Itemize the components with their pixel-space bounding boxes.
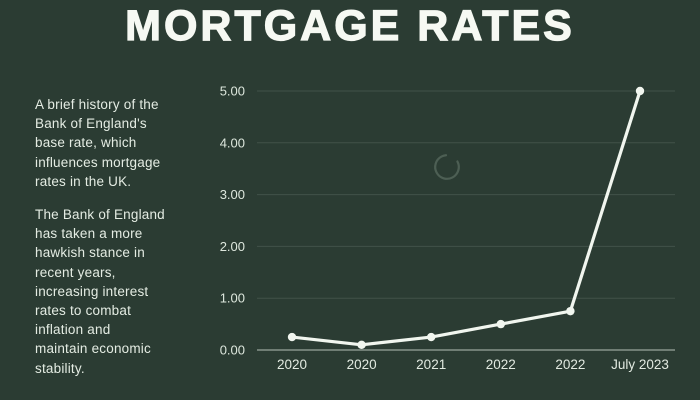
data-point xyxy=(287,332,297,342)
y-tick-label: 4.00 xyxy=(220,135,245,150)
x-tick-label: 2022 xyxy=(555,357,585,372)
y-tick-label: 3.00 xyxy=(220,187,245,202)
x-tick-label: 2022 xyxy=(486,357,516,372)
intro-paragraph-1: A brief history of the Bank of England's… xyxy=(35,97,161,189)
intro-text-block: A brief history of the Bank of England's… xyxy=(35,95,215,378)
y-tick-label: 2.00 xyxy=(220,239,245,254)
x-tick-label: 2020 xyxy=(347,357,377,372)
x-tick-label: July 2023 xyxy=(611,357,669,372)
page-title: MORTGAGE RATES xyxy=(125,1,575,50)
loading-spinner-icon xyxy=(433,153,461,181)
x-tick-label: 2020 xyxy=(277,357,307,372)
data-point xyxy=(566,306,575,316)
base-rate-line-chart: 0.00 1.00 2.00 3.00 4.00 5.00 2020 2020 2021 2022… xyxy=(220,84,675,372)
x-tick-label: 2021 xyxy=(416,357,446,372)
y-tick-label: 1.00 xyxy=(220,291,245,306)
y-tick-label: 0.00 xyxy=(220,343,245,358)
data-point xyxy=(427,332,436,342)
intro-paragraph-2: The Bank of England has taken a more haw… xyxy=(35,207,165,376)
data-point xyxy=(357,340,366,350)
y-tick-label: 5.00 xyxy=(220,84,245,99)
rate-line xyxy=(290,89,642,347)
data-point xyxy=(635,86,645,96)
data-point xyxy=(496,319,505,329)
